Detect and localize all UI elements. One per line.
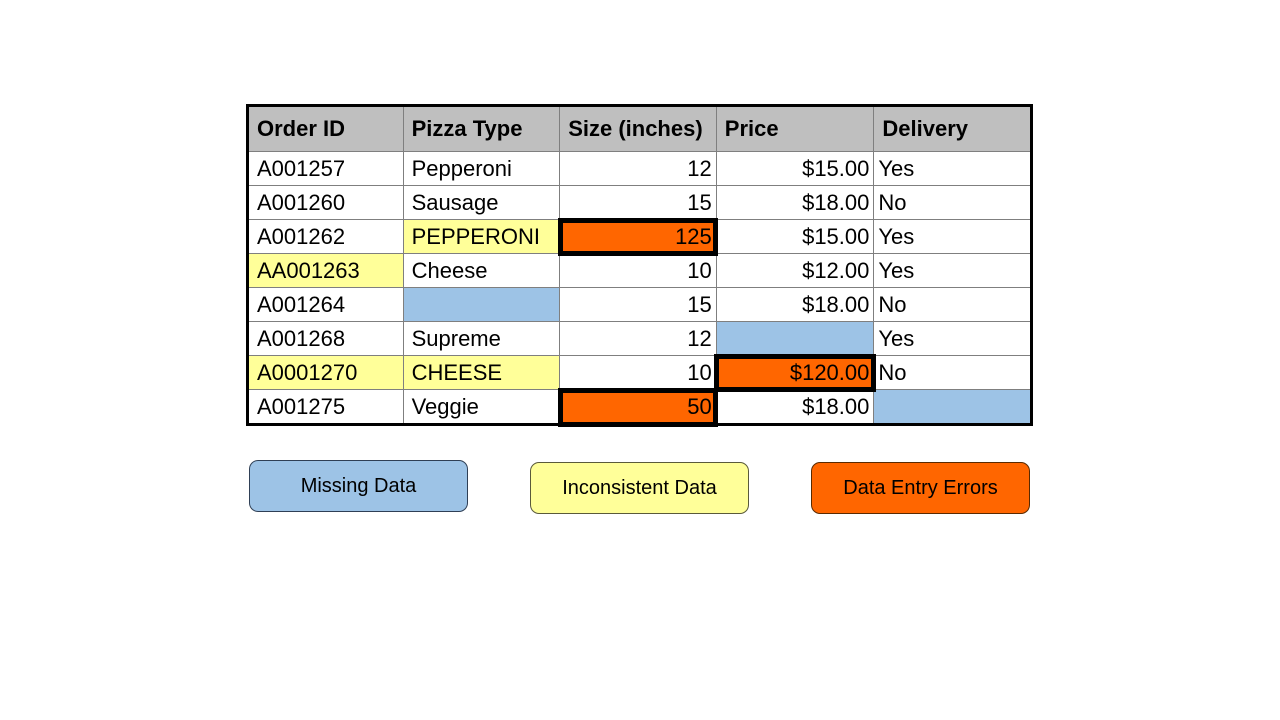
size-cell: 12 bbox=[559, 151, 717, 186]
size-cell-error: 125 bbox=[557, 217, 719, 256]
legend-inconsistent-data: Inconsistent Data bbox=[530, 462, 749, 514]
delivery-cell: Yes bbox=[873, 253, 1032, 288]
delivery-cell: Yes bbox=[873, 219, 1032, 254]
order-id-cell: A001257 bbox=[247, 151, 404, 186]
order-id-cell: A001268 bbox=[247, 321, 404, 356]
header-delivery: Delivery bbox=[873, 105, 1032, 152]
price-cell: $18.00 bbox=[715, 185, 875, 220]
order-id-cell-inconsistent: AA001263 bbox=[247, 253, 404, 288]
pizza-orders-table: Order ID Pizza Type Size (inches) Price … bbox=[246, 104, 1033, 427]
price-cell-missing bbox=[715, 321, 875, 356]
legend-missing-label: Missing Data bbox=[300, 474, 417, 497]
price-cell: $15.00 bbox=[715, 219, 875, 254]
header-pizza-type: Pizza Type bbox=[402, 105, 561, 152]
size-cell: 15 bbox=[559, 185, 717, 220]
table-row: A001275 Veggie 50 $18.00 bbox=[247, 387, 1032, 427]
header-size: Size (inches) bbox=[559, 105, 717, 152]
table-row: A0001270 CHEESE 10 $120.00 No bbox=[247, 353, 1032, 392]
table-row: A001257 Pepperoni 12 $15.00 Yes bbox=[247, 151, 1032, 186]
price-cell: $18.00 bbox=[715, 389, 875, 425]
price-cell: $15.00 bbox=[715, 151, 875, 186]
price-cell-error: $120.00 bbox=[714, 353, 876, 392]
header-price: Price bbox=[715, 105, 875, 152]
delivery-cell: No bbox=[873, 287, 1032, 322]
pizza-type-cell: Pepperoni bbox=[402, 151, 561, 186]
delivery-cell: Yes bbox=[873, 151, 1032, 186]
pizza-type-cell: Sausage bbox=[402, 185, 561, 220]
price-cell: $18.00 bbox=[715, 287, 875, 322]
table-row: A001262 PEPPERONI 125 $15.00 Yes bbox=[247, 217, 1032, 256]
price-cell: $12.00 bbox=[715, 253, 875, 288]
delivery-cell: No bbox=[873, 355, 1032, 390]
pizza-type-cell: Veggie bbox=[402, 389, 561, 425]
legend-missing-data: Missing Data bbox=[249, 460, 468, 512]
legend-data-entry-errors: Data Entry Errors bbox=[811, 462, 1030, 514]
legend-errors-label: Data Entry Errors bbox=[843, 476, 998, 499]
delivery-cell: Yes bbox=[873, 321, 1032, 356]
delivery-cell-missing bbox=[873, 389, 1032, 425]
delivery-cell: No bbox=[873, 185, 1032, 220]
table-row: AA001263 Cheese 10 $12.00 Yes bbox=[247, 253, 1032, 288]
header-order-id: Order ID bbox=[247, 105, 404, 152]
order-id-cell: A001275 bbox=[247, 389, 404, 425]
size-cell-error: 50 bbox=[557, 387, 719, 427]
pizza-type-cell: Supreme bbox=[402, 321, 561, 356]
pizza-type-cell-missing bbox=[402, 287, 561, 322]
pizza-type-cell-inconsistent: CHEESE bbox=[402, 355, 561, 390]
table-row: A001264 15 $18.00 No bbox=[247, 287, 1032, 322]
legend-inconsistent-label: Inconsistent Data bbox=[562, 476, 717, 499]
order-id-cell: A001260 bbox=[247, 185, 404, 220]
order-id-cell: A001264 bbox=[247, 287, 404, 322]
size-cell: 15 bbox=[559, 287, 717, 322]
pizza-type-cell: Cheese bbox=[402, 253, 561, 288]
size-cell: 10 bbox=[559, 253, 717, 288]
pizza-type-cell-inconsistent: PEPPERONI bbox=[402, 219, 561, 254]
table-row: A001268 Supreme 12 Yes bbox=[247, 321, 1032, 356]
size-cell: 10 bbox=[559, 355, 717, 390]
size-cell: 12 bbox=[559, 321, 717, 356]
order-id-cell: A001262 bbox=[247, 219, 404, 254]
table-row: A001260 Sausage 15 $18.00 No bbox=[247, 185, 1032, 220]
order-id-cell-inconsistent: A0001270 bbox=[247, 355, 404, 390]
table-header-row: Order ID Pizza Type Size (inches) Price … bbox=[247, 105, 1032, 152]
